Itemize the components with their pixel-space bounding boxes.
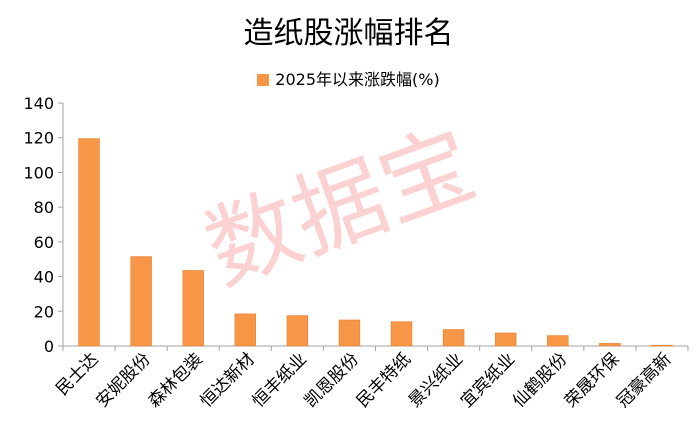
bar — [234, 313, 257, 347]
chart-title: 造纸股涨幅排名 — [243, 16, 454, 51]
bar — [599, 343, 621, 347]
x-tick-label: 民丰特纸 — [353, 349, 415, 411]
bar — [130, 256, 152, 347]
x-tick-label: 民士达 — [52, 349, 102, 399]
legend-swatch — [257, 74, 270, 86]
y-tick-label: 100 — [23, 163, 54, 182]
legend-label: 2025年以来涨跌幅(%) — [275, 70, 440, 89]
y-tick-label: 120 — [23, 129, 54, 148]
x-tick-label: 荣晟环保 — [561, 349, 623, 411]
x-tick-label: 宜宾纸业 — [457, 349, 519, 411]
x-tick-label: 冠豪高新 — [613, 349, 676, 412]
y-tick-label: 60 — [34, 233, 54, 252]
x-tick-label: 恒丰纸业 — [249, 349, 311, 411]
bar — [182, 270, 204, 347]
bar — [442, 329, 465, 347]
y-tick-label: 40 — [34, 268, 54, 287]
chart-legend: 2025年以来涨跌幅(%) — [0, 66, 697, 90]
y-tick-label: 0 — [44, 337, 54, 356]
y-tick-label: 140 — [23, 94, 54, 113]
bar — [494, 332, 517, 347]
bar — [651, 344, 673, 347]
y-tick-label: 80 — [34, 198, 54, 217]
bar — [338, 319, 361, 347]
x-tick-label: 恒达新材 — [197, 349, 259, 411]
bar — [547, 335, 569, 347]
x-tick-label: 森林包装 — [145, 349, 207, 411]
x-tick-label: 凯恩股份 — [301, 349, 363, 411]
x-tick-label: 景兴纸业 — [405, 349, 467, 411]
y-tick-label: 20 — [34, 302, 54, 321]
x-tick-label: 安妮股份 — [92, 349, 154, 411]
bar — [78, 138, 100, 347]
x-tick-label: 仙鹤股份 — [509, 349, 571, 411]
bar — [286, 315, 309, 347]
bar — [390, 321, 413, 347]
